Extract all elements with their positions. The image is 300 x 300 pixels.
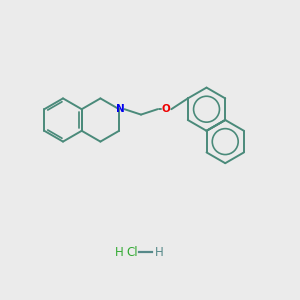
Text: N: N bbox=[116, 104, 125, 114]
Text: O: O bbox=[161, 104, 170, 114]
Text: Cl: Cl bbox=[126, 245, 138, 259]
Text: H: H bbox=[154, 245, 163, 259]
Text: H: H bbox=[115, 245, 123, 259]
